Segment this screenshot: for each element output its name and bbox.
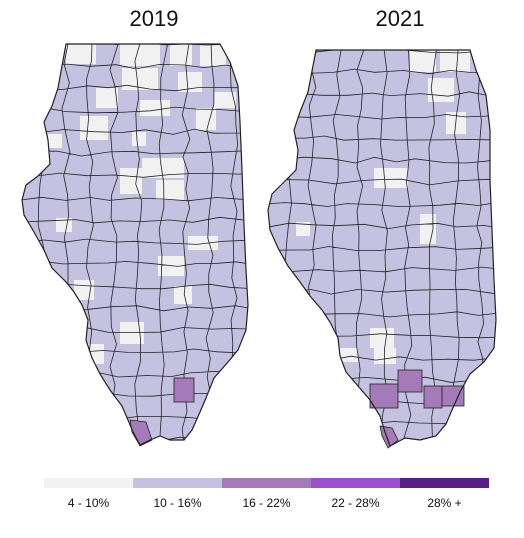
legend-label-1: 10 - 16% bbox=[153, 496, 202, 510]
legend-label-4: 28% + bbox=[427, 496, 462, 510]
map-2021-county-high-1 bbox=[369, 383, 399, 409]
map-2019-low-counties bbox=[48, 44, 236, 364]
legend-swatch-0 bbox=[44, 478, 133, 488]
map-2019 bbox=[21, 43, 249, 447]
legend: 4 - 10% 10 - 16% 16 - 22% 22 - 28% 28% + bbox=[44, 478, 489, 518]
legend-label-0: 4 - 10% bbox=[67, 496, 110, 510]
map-2019-county-high-1 bbox=[173, 377, 195, 403]
legend-swatch-4 bbox=[400, 478, 489, 488]
legend-label-2: 16 - 22% bbox=[242, 496, 291, 510]
map-title-2019: 2019 bbox=[129, 6, 179, 31]
map-title-2021: 2021 bbox=[375, 6, 425, 31]
map-2021-county-high-4 bbox=[441, 385, 465, 407]
map-2021-low-counties bbox=[296, 50, 470, 364]
map-2021 bbox=[267, 49, 497, 449]
map-2021-county-high-3 bbox=[423, 385, 443, 409]
legend-swatch-3 bbox=[311, 478, 400, 488]
legend-swatch-1 bbox=[133, 478, 222, 488]
map-2021-county-high-2 bbox=[397, 369, 423, 393]
legend-labels: 4 - 10% 10 - 16% 16 - 22% 22 - 28% 28% + bbox=[44, 496, 489, 510]
legend-label-3: 22 - 28% bbox=[331, 496, 380, 510]
legend-swatch-2 bbox=[222, 478, 311, 488]
legend-color-bar bbox=[44, 478, 489, 488]
map-2019-county-grid bbox=[22, 44, 248, 445]
illinois-county-maps bbox=[21, 43, 497, 449]
